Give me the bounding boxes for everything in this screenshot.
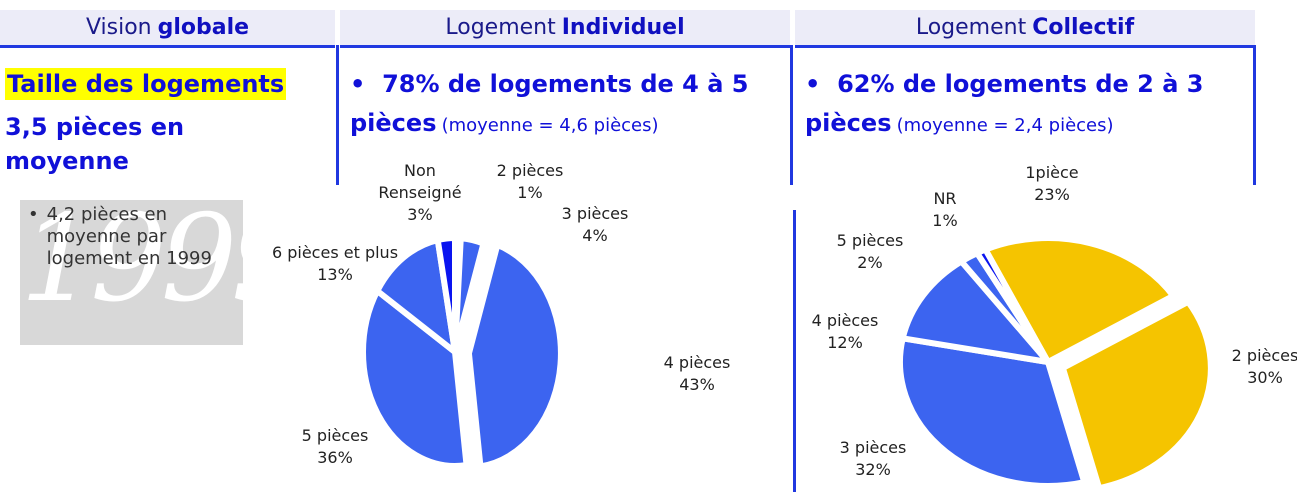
slice-value: 43% xyxy=(679,375,715,394)
headline-note: (moyenne = 4,6 pièces) xyxy=(441,115,659,136)
slice-label: 2 pièces 1% xyxy=(490,160,570,204)
header-cell: Logement Collectif xyxy=(795,10,1255,48)
slice-category: 3 pièces xyxy=(561,204,629,223)
bullet-text: 4,2 pièces en moyenne par logement en 19… xyxy=(46,204,212,269)
slice-category: 5 pièces xyxy=(836,231,904,250)
slice-category: 6 pièces et plus xyxy=(271,243,399,262)
pie-slice xyxy=(452,234,488,353)
divider xyxy=(793,210,796,492)
header-bold: Individuel xyxy=(561,15,685,40)
pie-slice xyxy=(1059,298,1214,492)
slice-value: 2% xyxy=(857,253,883,272)
slice-category: 4 pièces xyxy=(811,311,879,330)
slice-value: 1% xyxy=(517,183,543,202)
average: 3,5 pièces en moyenne xyxy=(5,113,185,175)
header-bold: globale xyxy=(157,15,250,40)
highlight: Taille des logements xyxy=(5,68,287,100)
header-text: Logement xyxy=(445,15,556,40)
slice-category: 2 pièces xyxy=(1231,346,1297,365)
slice-category: 5 pièces xyxy=(301,426,369,445)
slice-label: 4 pièces 43% xyxy=(652,352,742,396)
slice-value: 30% xyxy=(1247,368,1283,387)
pie-slice xyxy=(373,236,460,360)
slice-value: 32% xyxy=(855,460,891,479)
slice-value: 4% xyxy=(582,226,608,245)
slice-category: Non Renseigné xyxy=(378,161,462,202)
slice-value: 36% xyxy=(317,448,353,467)
slice-label: 1pièce 23% xyxy=(1012,162,1092,206)
pie-slice xyxy=(972,245,1051,364)
slice-value: 13% xyxy=(317,265,353,284)
slice-label: 4 pièces 12% xyxy=(800,310,890,354)
headline-text: 62% de logements de 2 à 3 pièces xyxy=(805,70,1204,137)
slice-label: 2 pièces 30% xyxy=(1220,345,1297,389)
headline: • 62% de logements de 2 à 3 pièces (moye… xyxy=(805,70,1204,137)
slice-value: 1% xyxy=(932,211,958,230)
slice-value: 3% xyxy=(407,205,433,224)
slice-category: 3 pièces xyxy=(839,438,907,457)
pie-slice xyxy=(897,334,1089,489)
pie-slice xyxy=(360,286,470,469)
slice-label: 5 pièces 36% xyxy=(290,425,380,469)
headline-text: 78% de logements de 4 à 5 pièces xyxy=(350,70,749,137)
slice-label: 6 pièces et plus 13% xyxy=(255,242,415,286)
divider xyxy=(1253,45,1256,185)
header-cell: Vision globale xyxy=(0,10,335,48)
header-text: Logement xyxy=(915,15,1027,40)
headline-note: (moyenne = 2,4 pièces) xyxy=(896,115,1114,136)
divider xyxy=(790,45,793,185)
slice-label: 5 pièces 2% xyxy=(825,230,915,274)
divider xyxy=(336,45,339,185)
slice-label: 3 pièces 4% xyxy=(550,203,640,247)
header-bold: Collectif xyxy=(1032,15,1135,40)
slice-category: 1pièce xyxy=(1025,163,1079,182)
slice-category: 2 pièces xyxy=(496,161,564,180)
bullet-item: • 4,2 pièces en moyenne par logement en 1… xyxy=(28,204,218,270)
header-cell: Logement Individuel xyxy=(340,10,790,48)
pie-slice xyxy=(465,240,564,470)
slice-label: NR 1% xyxy=(920,188,970,232)
pie-slice xyxy=(899,257,1056,367)
note-box: 1999 •4,2 pièces en moyenne par logement… xyxy=(20,200,243,345)
slice-value: 23% xyxy=(1034,185,1070,204)
slice-label: 3 pièces 32% xyxy=(828,437,918,481)
slice-category: NR xyxy=(933,189,957,208)
slice-label: Non Renseigné 3% xyxy=(375,160,465,226)
header-text: Vision xyxy=(85,15,152,40)
headline: • 78% de logements de 4 à 5 pièces (moye… xyxy=(350,70,749,137)
pie-slice xyxy=(434,234,458,353)
watermark: 1999 xyxy=(20,200,243,329)
slice-value: 12% xyxy=(827,333,863,352)
slice-category: 4 pièces xyxy=(663,353,731,372)
